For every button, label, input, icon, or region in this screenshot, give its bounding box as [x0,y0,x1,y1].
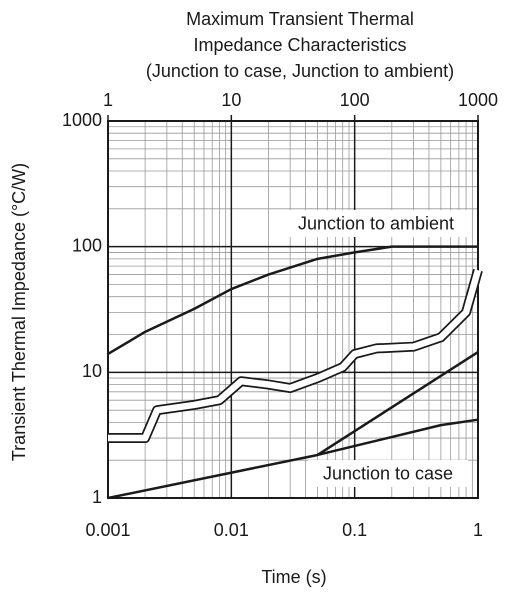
line [316,351,479,457]
y-tick-label: 1 [92,487,102,507]
line [107,418,479,500]
annotation-box [281,210,471,237]
y-axis-label: Transient Thermal Impedance (°C/W) [9,163,29,461]
x2-tick-label: 10 [221,90,241,110]
line [107,245,478,356]
annotation-box [308,460,468,487]
x2-tick-label: 1000 [458,90,498,110]
band-outline [108,268,483,444]
x-tick-label: 0.001 [85,520,130,540]
x2-tick-label: 100 [340,90,370,110]
x-tick-label: 1 [473,520,483,540]
annotation: Junction to ambient [298,213,454,233]
x-tick-label: 0.01 [214,520,249,540]
chart-title: Impedance Characteristics [193,35,406,55]
band-line [108,269,482,442]
annotation: Junction to case [323,463,453,483]
plot-frame [107,120,479,499]
chart-title: Maximum Transient Thermal [186,9,414,29]
x-tick-label: 0.1 [342,520,367,540]
y-tick-label: 100 [72,235,102,255]
x2-tick-label: 1 [103,90,113,110]
x-axis-label: Time (s) [261,567,326,587]
y-tick-label: 10 [82,361,102,381]
y-tick-label: 1000 [62,110,102,130]
chart-title: (Junction to case, Junction to ambient) [146,61,454,81]
